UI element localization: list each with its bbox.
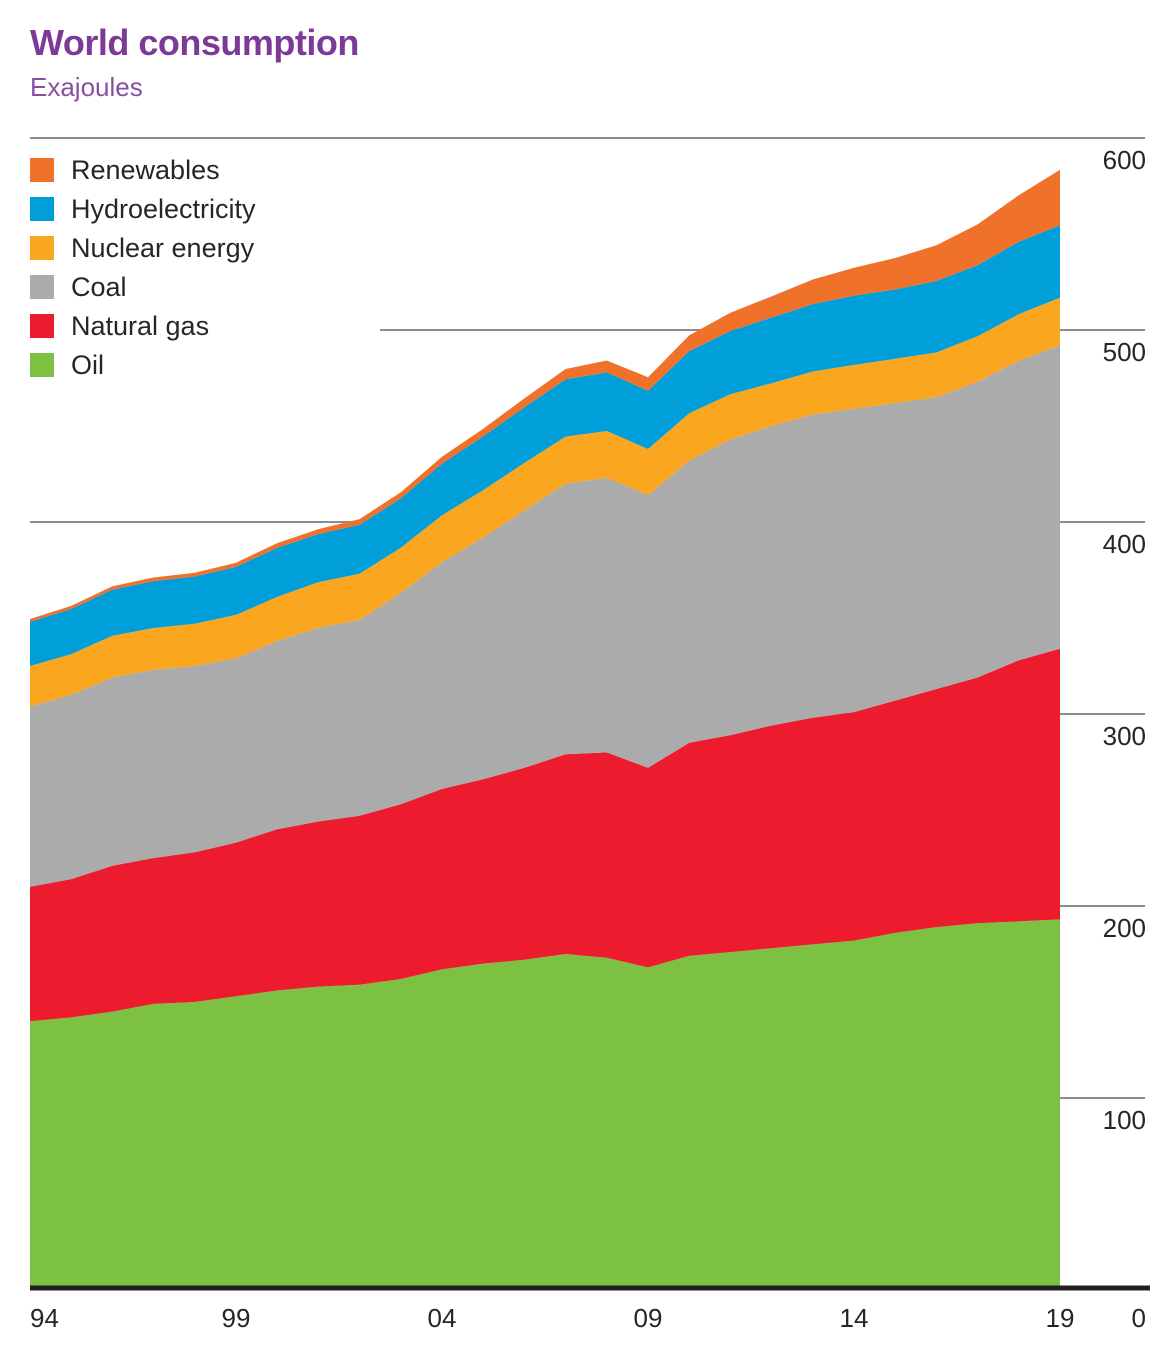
page-subtitle: Exajoules	[30, 72, 143, 102]
area-hydroelectricity	[30, 225, 1060, 666]
area-coal	[30, 345, 1060, 887]
y-tick-label-0: 0	[1132, 1303, 1146, 1333]
legend-label-natural-gas: Natural gas	[71, 311, 210, 341]
legend-item-nuclear-energy: Nuclear energy	[30, 233, 256, 263]
y-tick-label-400: 400	[1103, 529, 1146, 559]
legend-item-renewables: Renewables	[30, 155, 256, 185]
x-tick-label-99: 99	[222, 1303, 251, 1333]
legend-item-hydroelectricity: Hydroelectricity	[30, 194, 256, 224]
x-tick-label-19: 19	[1046, 1303, 1075, 1333]
x-tick-label-94: 94	[30, 1303, 59, 1333]
legend-swatch-oil	[30, 353, 54, 377]
legend-swatch-hydroelectricity	[30, 197, 54, 221]
x-tick-label-04: 04	[428, 1303, 457, 1333]
x-tick-label-14: 14	[840, 1303, 869, 1333]
legend-label-coal: Coal	[71, 272, 127, 302]
legend-swatch-natural-gas	[30, 314, 54, 338]
legend-item-oil: Oil	[30, 350, 256, 380]
legend-label-nuclear-energy: Nuclear energy	[71, 233, 255, 263]
chart-legend: Renewables Hydroelectricity Nuclear energy…	[30, 155, 256, 380]
area-oil	[30, 919, 1060, 1290]
legend-swatch-nuclear-energy	[30, 236, 54, 260]
legend-label-oil: Oil	[71, 350, 104, 380]
y-tick-label-600: 600	[1103, 145, 1146, 175]
legend-label-renewables: Renewables	[71, 155, 220, 185]
page-title: World consumption	[30, 22, 359, 63]
y-tick-label-200: 200	[1103, 913, 1146, 943]
area-nuclear-energy	[30, 297, 1060, 707]
y-tick-label-100: 100	[1103, 1105, 1146, 1135]
chart-header: World consumption Exajoules	[30, 22, 359, 103]
legend-item-natural-gas: Natural gas	[30, 311, 256, 341]
legend-label-hydroelectricity: Hydroelectricity	[71, 194, 256, 224]
x-tick-label-09: 09	[634, 1303, 663, 1333]
legend-swatch-coal	[30, 275, 54, 299]
y-tick-label-300: 300	[1103, 721, 1146, 751]
legend-item-coal: Coal	[30, 272, 256, 302]
legend-swatch-renewables	[30, 158, 54, 182]
area-natural-gas	[30, 648, 1060, 1022]
y-tick-label-500: 500	[1103, 337, 1146, 367]
